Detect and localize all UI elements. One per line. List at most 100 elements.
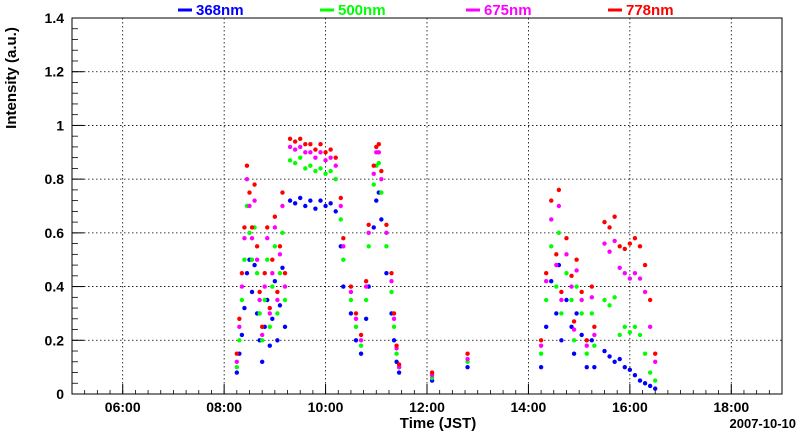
- data-point: [277, 252, 283, 257]
- data-point: [389, 270, 394, 276]
- data-point: [612, 295, 617, 300]
- data-point: [249, 236, 255, 241]
- data-point: [543, 324, 549, 330]
- data-point: [374, 198, 379, 203]
- data-point: [234, 351, 240, 356]
- data-point: [259, 324, 265, 330]
- data-point: [642, 351, 648, 356]
- data-point: [259, 332, 265, 338]
- data-point: [632, 373, 638, 378]
- data-point: [239, 270, 245, 276]
- data-point: [277, 244, 283, 249]
- data-point: [647, 324, 653, 330]
- data-point: [574, 268, 579, 273]
- data-point: [287, 136, 293, 142]
- data-point: [328, 201, 333, 206]
- data-point: [612, 359, 617, 364]
- x-tick-label: 10:00: [308, 399, 344, 415]
- data-point: [348, 284, 354, 289]
- data-point: [602, 348, 607, 354]
- data-point: [239, 297, 245, 303]
- data-point: [612, 214, 617, 219]
- data-point: [653, 351, 658, 356]
- data-point: [292, 147, 298, 152]
- data-point: [242, 305, 247, 311]
- y-tick-label: 0: [56, 386, 64, 402]
- data-point: [287, 158, 293, 163]
- y-tick-label: 0.4: [45, 279, 65, 295]
- data-point: [259, 359, 265, 364]
- data-point: [275, 338, 280, 343]
- data-point: [554, 311, 559, 316]
- data-point: [589, 295, 595, 300]
- data-point: [589, 311, 595, 316]
- data-point: [622, 364, 627, 370]
- data-point: [627, 241, 633, 246]
- data-point: [379, 217, 384, 222]
- data-point: [554, 262, 559, 268]
- x-axis-label: Time (JST): [400, 415, 476, 432]
- data-point: [549, 279, 554, 284]
- data-point: [242, 225, 247, 230]
- data-point: [556, 187, 562, 193]
- data-point: [277, 270, 283, 276]
- data-point: [318, 166, 323, 171]
- data-point: [282, 270, 288, 276]
- data-point: [328, 155, 333, 160]
- data-point: [465, 364, 470, 370]
- data-point: [379, 168, 384, 174]
- x-tick-label: 08:00: [206, 399, 242, 415]
- data-point: [348, 289, 354, 295]
- data-point: [376, 142, 382, 147]
- data-point: [569, 284, 574, 289]
- data-point: [308, 150, 313, 155]
- data-point: [549, 198, 554, 203]
- data-point: [389, 279, 394, 284]
- data-point: [262, 270, 267, 276]
- data-point: [584, 343, 589, 348]
- data-point: [313, 168, 318, 174]
- data-point: [308, 142, 313, 147]
- data-point: [358, 351, 364, 356]
- data-point: [584, 351, 589, 356]
- data-point: [376, 160, 382, 166]
- data-point: [254, 257, 260, 262]
- data-point: [607, 354, 612, 359]
- data-point: [353, 338, 359, 343]
- data-point: [579, 289, 584, 295]
- data-point: [341, 236, 346, 241]
- data-point: [389, 289, 394, 295]
- data-point: [612, 238, 617, 244]
- data-point: [259, 338, 265, 343]
- data-point: [607, 303, 612, 308]
- data-point: [254, 270, 260, 276]
- data-point: [272, 225, 278, 230]
- series-675nm: [234, 144, 658, 378]
- data-point: [363, 316, 369, 321]
- data-point: [270, 257, 275, 262]
- data-point: [242, 236, 247, 241]
- data-point: [538, 364, 544, 370]
- data-point: [556, 203, 562, 209]
- data-point: [252, 198, 257, 203]
- y-tick-label: 0.8: [45, 171, 65, 187]
- data-point: [622, 324, 627, 330]
- data-point: [353, 324, 359, 330]
- data-point: [571, 338, 577, 343]
- data-point: [371, 225, 376, 230]
- data-point: [303, 203, 308, 209]
- data-point: [244, 176, 250, 182]
- data-point: [637, 378, 643, 383]
- data-point: [653, 359, 658, 364]
- data-point: [622, 246, 627, 252]
- data-point: [292, 139, 298, 144]
- data-point: [282, 324, 288, 330]
- data-point: [574, 311, 579, 316]
- data-point: [622, 270, 627, 276]
- data-point: [313, 155, 318, 160]
- data-point: [234, 359, 240, 364]
- data-point: [333, 176, 338, 182]
- data-point: [363, 297, 369, 303]
- data-point: [371, 171, 376, 176]
- data-point: [338, 217, 343, 222]
